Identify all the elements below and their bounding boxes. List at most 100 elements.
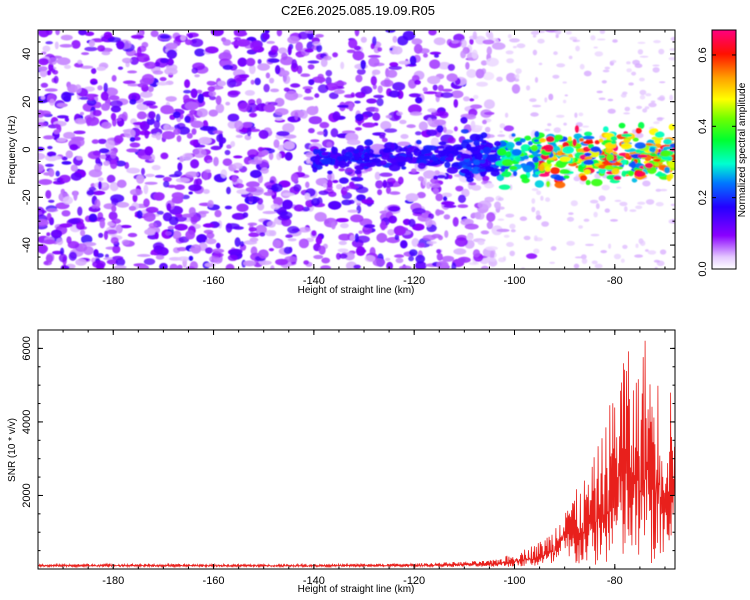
heatmap-cell <box>511 84 521 94</box>
heatmap-cell <box>499 123 506 129</box>
heatmap-cell <box>417 176 424 182</box>
heatmap-cell <box>73 190 78 201</box>
heatmap-cell <box>582 125 590 128</box>
heatmap-cell <box>544 128 551 132</box>
heatmap-cell <box>58 253 68 263</box>
heatmap-cell <box>245 57 256 67</box>
heatmap-cell <box>325 82 338 91</box>
x-tick-label: -80 <box>607 575 623 587</box>
heatmap-cell <box>342 188 350 192</box>
heatmap-cell <box>457 204 469 209</box>
heatmap-cell <box>107 37 122 43</box>
heatmap-cell <box>590 35 596 41</box>
heatmap-cell <box>370 43 375 50</box>
heatmap-cell <box>312 166 318 173</box>
heatmap-cell <box>56 103 68 108</box>
heatmap-cell <box>48 199 55 203</box>
heatmap-cell <box>188 191 193 195</box>
heatmap-cell <box>244 90 255 96</box>
heatmap-cell <box>471 184 482 191</box>
heatmap-cell <box>435 193 444 202</box>
heatmap-cell <box>321 158 331 165</box>
heatmap-cell <box>668 160 675 169</box>
heatmap-cell <box>372 69 381 75</box>
heatmap-cell <box>653 121 660 125</box>
heatmap-cell <box>247 222 258 226</box>
heatmap-cell <box>160 58 169 64</box>
heatmap-cell <box>482 71 495 81</box>
heatmap-cell <box>512 45 517 49</box>
heatmap-cell <box>190 159 200 169</box>
heatmap-cell <box>522 165 533 173</box>
heatmap-cell <box>326 142 332 148</box>
heatmap-cell <box>103 230 109 240</box>
heatmap-cell <box>54 123 60 128</box>
heatmap-cell <box>323 128 328 137</box>
heatmap-cell <box>335 218 349 223</box>
heatmap-cell <box>238 74 250 79</box>
heatmap-cell <box>624 206 628 212</box>
heatmap-cell <box>594 140 600 145</box>
heatmap-cell <box>332 111 341 121</box>
spectrogram-y-label: Frequency (Hz) <box>7 116 18 185</box>
heatmap-cell <box>515 73 520 80</box>
heatmap-cell <box>250 79 255 85</box>
heatmap-cell <box>346 49 356 54</box>
heatmap-cell <box>264 30 270 34</box>
heatmap-cell <box>280 70 290 77</box>
heatmap-cell <box>175 177 190 183</box>
heatmap-cell <box>534 171 541 175</box>
heatmap-cell <box>77 59 83 65</box>
heatmap-cell <box>550 246 557 251</box>
x-tick-label: -120 <box>403 275 425 287</box>
heatmap-cell <box>399 119 407 125</box>
heatmap-cell <box>79 96 90 100</box>
heatmap-cell <box>415 139 422 145</box>
heatmap-cell <box>640 240 646 246</box>
heatmap-cell <box>136 46 142 57</box>
heatmap-cell <box>287 226 300 234</box>
heatmap-cell <box>99 148 110 154</box>
heatmap-cell <box>354 169 362 175</box>
heatmap-cell <box>103 160 110 166</box>
heatmap-cell <box>272 239 282 248</box>
spectrogram-x-axis: -180 -160 -140 -120 -100 -80 <box>37 30 666 287</box>
heatmap-cell <box>397 141 411 147</box>
heatmap-cell <box>412 156 417 164</box>
heatmap-cell <box>46 151 57 157</box>
heatmap-cell <box>668 57 675 61</box>
heatmap-cell <box>366 98 377 104</box>
heatmap-cell <box>148 105 158 109</box>
heatmap-cell <box>87 96 95 101</box>
heatmap-cell <box>600 250 607 254</box>
heatmap-cell <box>76 155 83 161</box>
heatmap-cell <box>619 201 628 207</box>
heatmap-cell <box>352 50 365 61</box>
heatmap-cell <box>477 240 485 246</box>
heatmap-cell <box>241 121 253 128</box>
heatmap-cell <box>509 223 516 229</box>
heatmap-cell <box>282 123 295 133</box>
heatmap-cell <box>645 249 649 252</box>
heatmap-cell <box>652 64 660 67</box>
heatmap-cell <box>306 157 311 164</box>
heatmap-cell <box>370 75 377 86</box>
heatmap-cell <box>204 247 213 254</box>
heatmap-cell <box>154 231 159 240</box>
heatmap-cell <box>540 195 544 201</box>
heatmap-cell <box>314 212 327 222</box>
heatmap-cell <box>282 192 295 197</box>
heatmap-cell <box>205 238 217 245</box>
heatmap-cell <box>451 40 460 44</box>
heatmap-cell <box>441 192 453 198</box>
heatmap-cell <box>354 30 360 37</box>
heatmap-cell <box>464 172 472 179</box>
heatmap-cell <box>536 190 542 196</box>
heatmap-cell <box>142 100 156 106</box>
heatmap-cell <box>415 254 426 264</box>
heatmap-cell <box>553 127 561 133</box>
heatmap-cell <box>273 197 284 206</box>
y-tick-label: 0 <box>21 146 33 152</box>
heatmap-cell <box>185 39 193 46</box>
heatmap-cell <box>469 98 475 102</box>
